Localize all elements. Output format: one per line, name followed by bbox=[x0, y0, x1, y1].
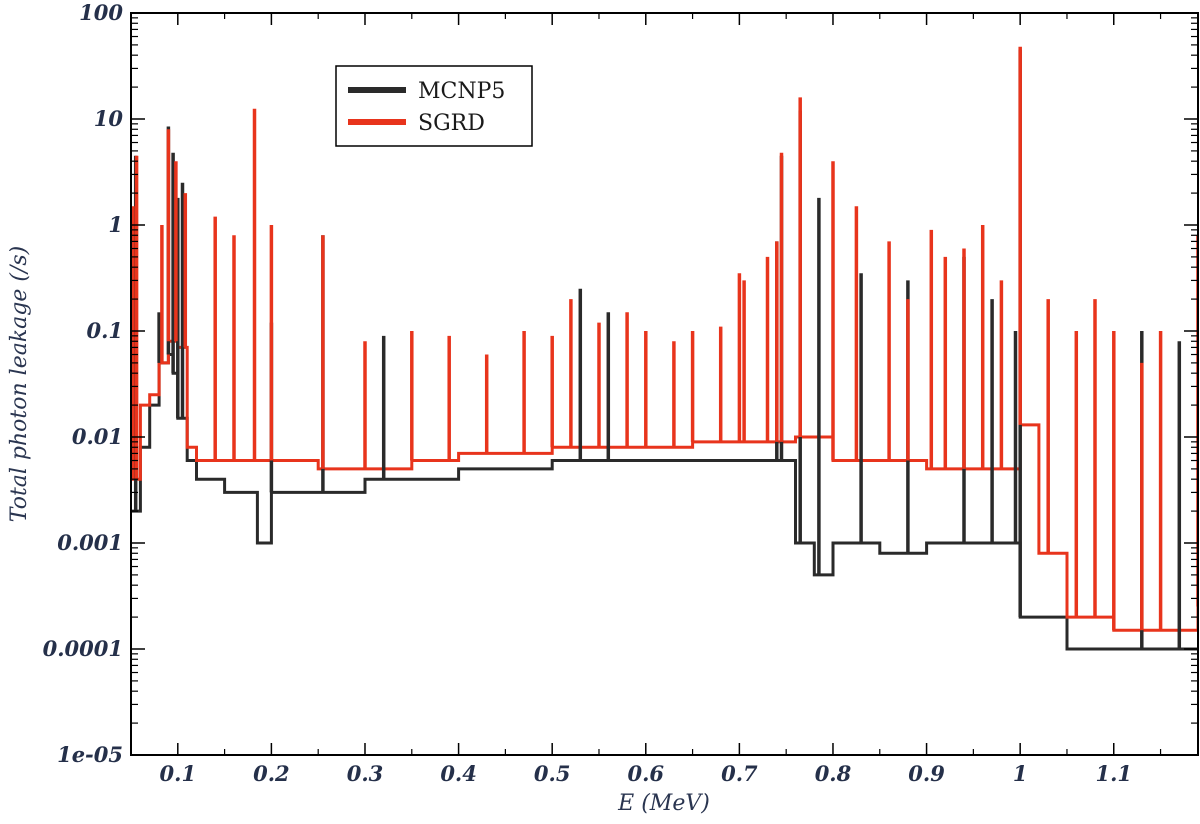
x-tick-label: 1.1 bbox=[1095, 761, 1132, 786]
y-tick-label: 1e-05 bbox=[57, 742, 123, 767]
x-tick-label: 0.1 bbox=[160, 761, 197, 786]
y-axis-title: Total photon leakage (/s) bbox=[7, 246, 32, 523]
legend: MCNP5 SGRD bbox=[335, 65, 533, 147]
y-tick-label: 0.01 bbox=[72, 424, 123, 449]
legend-label-sgrd: SGRD bbox=[418, 111, 485, 136]
y-tick-label: 10 bbox=[94, 106, 124, 131]
y-tick-label: 0.001 bbox=[57, 530, 123, 555]
plot-frame bbox=[130, 12, 1199, 756]
x-tick-label: 0.9 bbox=[908, 761, 945, 786]
x-axis-title: E (MeV) bbox=[617, 791, 710, 816]
ticks-layer: 0.1 0.2 0.3 0.4 0.5 0.6 0.7 0.8 0.9 1 1.1 1e-05 0.00… bbox=[43, 0, 1198, 786]
legend-box bbox=[335, 65, 533, 147]
y-tick-label: 100 bbox=[79, 0, 123, 25]
legend-label-mcnp5: MCNP5 bbox=[418, 79, 505, 104]
x-tick-label: 0.7 bbox=[721, 761, 758, 786]
series-layer bbox=[131, 46, 1198, 651]
x-tick-label: 0.3 bbox=[347, 761, 384, 786]
x-tick-label: 0.2 bbox=[253, 761, 290, 786]
y-tick-label: 0.0001 bbox=[43, 636, 123, 661]
x-tick-label: 0.5 bbox=[534, 761, 571, 786]
y-tick-label: 0.1 bbox=[86, 318, 123, 343]
series-line-sgrd bbox=[131, 339, 1198, 632]
x-tick-label: 0.4 bbox=[440, 761, 477, 786]
x-tick-label: 0.6 bbox=[628, 761, 665, 786]
x-tick-label: 1 bbox=[1013, 761, 1028, 786]
x-tick-label: 0.8 bbox=[815, 761, 852, 786]
y-tick-label: 1 bbox=[108, 212, 123, 237]
